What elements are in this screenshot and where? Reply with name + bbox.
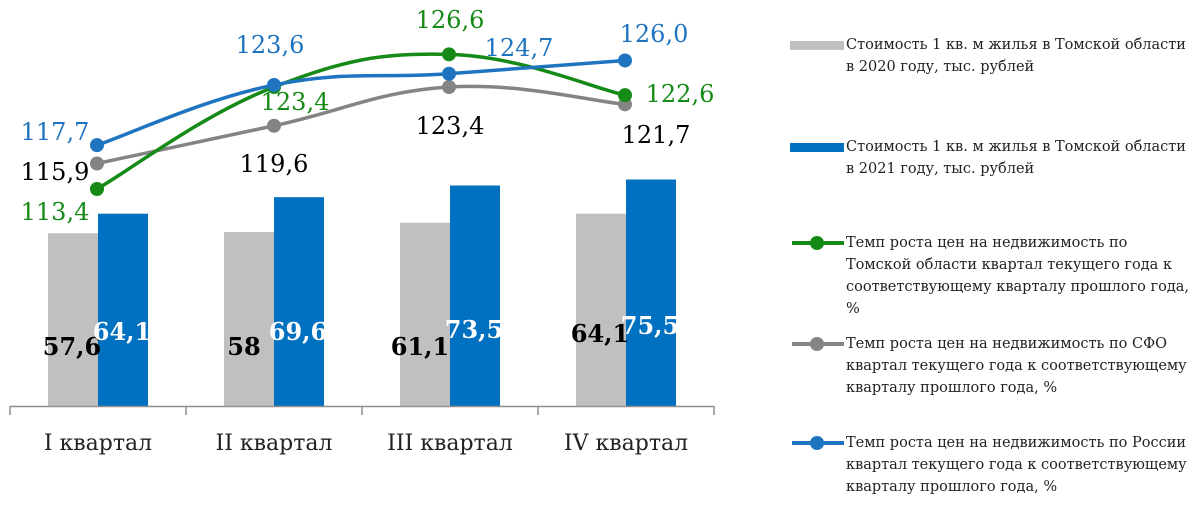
label-layer: 57,6 58 61,1 64,1 64,1 69,6 73,5 75,5 113,4 123,4… — [21, 6, 715, 361]
legend-marker-russia — [810, 436, 824, 450]
bar-label-2020-q2: 58 — [227, 332, 260, 361]
bar-label-2021-q4: 75,5 — [621, 311, 679, 340]
point-sfo-q3 — [442, 80, 456, 94]
legend-marker-sfo — [810, 337, 824, 351]
bar-2020-q2 — [224, 232, 274, 406]
line-label-russia-q4: 126,0 — [620, 20, 689, 48]
bar-label-2020-q3: 61,1 — [391, 332, 449, 361]
bar-label-2020-q1: 57,6 — [43, 332, 101, 361]
legend-swatch-2021 — [790, 143, 844, 152]
line-layer — [90, 47, 632, 196]
point-russia-q4 — [618, 53, 632, 68]
bar-layer — [48, 179, 676, 406]
line-label-russia-q2: 123,6 — [236, 31, 305, 59]
line-label-russia-q1: 117,7 — [21, 118, 90, 146]
bar-2021-q2 — [274, 197, 324, 406]
point-russia-q1 — [90, 138, 104, 153]
point-tomsk-q4 — [618, 88, 632, 103]
point-russia-q2 — [267, 77, 281, 92]
line-label-tomsk-q2: 123,4 — [261, 88, 330, 116]
category-label-q4: IV квартал — [564, 431, 688, 456]
x-axis: I квартал II квартал III квартал IV квартал — [9, 405, 715, 456]
line-russia — [95, 58, 627, 147]
chart-area: I квартал II квартал III квартал IV квартал… — [9, 6, 715, 456]
bar-label-2021-q1: 64,1 — [93, 317, 151, 346]
point-sfo-q1 — [90, 156, 104, 171]
bar-2021-q3 — [450, 185, 500, 406]
point-tomsk-q3 — [442, 47, 456, 62]
line-sfo — [95, 84, 627, 166]
line-label-sfo-q4: 121,7 — [622, 121, 691, 149]
bar-2020-q4 — [576, 213, 626, 406]
bar-2021-q1 — [98, 213, 148, 406]
legend-label-2021: Стоимость 1 кв. м жилья в Томской област… — [846, 139, 1186, 177]
bar-2020-q1 — [48, 233, 98, 406]
point-tomsk-q1 — [90, 182, 104, 196]
bar-2021-q4 — [626, 179, 676, 406]
bar-label-2021-q2: 69,6 — [269, 317, 327, 346]
line-label-sfo-q3: 123,4 — [416, 112, 485, 140]
bar-2020-q3 — [400, 222, 450, 406]
legend-label-tomsk: Темп роста цен на недвижимость по Томско… — [846, 235, 1190, 317]
line-label-sfo-q2: 119,6 — [240, 150, 309, 178]
line-label-tomsk-q4: 122,6 — [646, 80, 715, 108]
legend-label-2020: Стоимость 1 кв. м жилья в Томской област… — [846, 37, 1186, 75]
line-label-tomsk-q3: 126,6 — [416, 6, 485, 34]
legend-label-russia: Темп роста цен на недвижимость по России… — [846, 435, 1187, 495]
legend-swatch-2020 — [790, 41, 844, 50]
bar-label-2020-q4: 64,1 — [571, 319, 629, 348]
legend-label-sfo: Темп роста цен на недвижимость по СФО кв… — [846, 336, 1187, 396]
legend-marker-tomsk — [810, 236, 824, 250]
legend: Стоимость 1 кв. м жилья в Томской област… — [790, 0, 1190, 521]
point-sfo-q2 — [267, 118, 281, 133]
category-label-q1: I квартал — [44, 431, 152, 456]
line-label-tomsk-q1: 113,4 — [21, 198, 90, 226]
category-label-q3: III квартал — [387, 431, 513, 456]
line-label-sfo-q1: 115,9 — [21, 158, 90, 186]
bar-label-2021-q3: 73,5 — [445, 315, 503, 344]
point-russia-q3 — [442, 66, 456, 81]
category-label-q2: II квартал — [216, 431, 333, 456]
line-label-russia-q3: 124,7 — [485, 34, 554, 62]
line-tomsk — [95, 52, 627, 191]
